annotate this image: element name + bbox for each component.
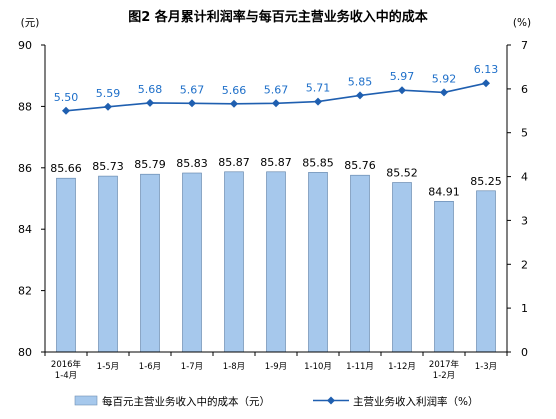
line-data-label: 5.67 bbox=[264, 83, 289, 96]
line-data-label: 5.85 bbox=[348, 75, 373, 88]
bar-data-label: 85.87 bbox=[260, 156, 292, 169]
right-axis-unit: (%) bbox=[513, 17, 531, 29]
x-tick-label: 1-3月 bbox=[475, 362, 497, 372]
right-tick-label: 7 bbox=[521, 39, 528, 52]
bar-data-label: 85.52 bbox=[386, 167, 418, 180]
bar bbox=[308, 172, 328, 353]
legend-line-label: 主营业务收入利润率（%） bbox=[353, 395, 478, 408]
right-tick-label: 5 bbox=[521, 127, 528, 140]
line-data-labels: 5.50 5.59 5.68 5.67 5.66 5.67 5.71 5.85 5.97 5.92… bbox=[54, 63, 499, 104]
bar-data-label: 85.85 bbox=[302, 156, 334, 169]
x-tick-label: 1-10月 bbox=[304, 362, 332, 372]
line-data-label: 5.50 bbox=[54, 91, 79, 104]
bar bbox=[350, 174, 370, 353]
x-tick-label: 2016年 1-4月 bbox=[51, 359, 82, 381]
right-axis-ticks: 0 1 2 3 4 5 6 7 bbox=[507, 39, 528, 359]
bar bbox=[224, 171, 244, 353]
left-tick-label: 88 bbox=[18, 100, 32, 113]
axes bbox=[44, 45, 508, 356]
left-tick-label: 86 bbox=[18, 162, 32, 175]
right-tick-label: 3 bbox=[521, 214, 528, 227]
bar bbox=[392, 182, 412, 353]
legend: 每百元主营业务收入中的成本（元） 主营业务收入利润率（%） bbox=[74, 395, 478, 408]
right-tick-label: 1 bbox=[521, 302, 528, 315]
left-tick-label: 82 bbox=[18, 285, 32, 298]
x-tick-label: 1-6月 bbox=[139, 362, 161, 372]
legend-line-marker bbox=[327, 396, 335, 405]
legend-bar-swatch bbox=[74, 395, 98, 406]
left-tick-label: 84 bbox=[18, 223, 32, 236]
line-data-label: 5.67 bbox=[180, 83, 205, 96]
x-tick-label: 1-11月 bbox=[346, 362, 374, 372]
x-tick-label: 1-12月 bbox=[388, 362, 416, 372]
bar bbox=[476, 190, 496, 353]
bar bbox=[434, 201, 454, 353]
bar bbox=[56, 177, 76, 353]
line-point bbox=[104, 102, 112, 111]
bar bbox=[140, 173, 160, 353]
left-tick-label: 90 bbox=[18, 39, 32, 52]
line-data-label: 5.66 bbox=[222, 84, 247, 97]
chart-title: 图2 各月累计利润率与每百元主营业务收入中的成本 bbox=[128, 9, 428, 25]
x-tick-label: 1-5月 bbox=[97, 362, 119, 372]
bar bbox=[266, 171, 286, 353]
line-point bbox=[146, 98, 154, 107]
x-tick-label: 1-8月 bbox=[223, 362, 245, 372]
bar-data-labels: 85.66 85.73 85.79 85.83 85.87 85.87 85.85 85.76… bbox=[50, 156, 502, 199]
legend-bar-label: 每百元主营业务收入中的成本（元） bbox=[102, 395, 270, 408]
bar-data-label: 85.79 bbox=[134, 158, 166, 171]
line-data-label: 5.97 bbox=[390, 70, 415, 83]
x-axis-labels: 2016年 1-4月 1-5月 1-6月 1-7月 1-8月 1-9月 1-10月 1-11月 1… bbox=[51, 359, 497, 381]
bar-series bbox=[56, 171, 496, 353]
left-tick-label: 80 bbox=[18, 346, 32, 359]
line-point bbox=[482, 79, 490, 88]
line-point bbox=[440, 88, 448, 97]
right-tick-label: 4 bbox=[521, 171, 528, 184]
line-point bbox=[230, 99, 238, 108]
line-point bbox=[398, 86, 406, 95]
right-tick-label: 2 bbox=[521, 258, 528, 271]
line-data-label: 6.13 bbox=[474, 63, 499, 76]
line-series bbox=[62, 79, 490, 115]
bar bbox=[98, 175, 118, 353]
bar-data-label: 85.25 bbox=[470, 175, 502, 188]
bar-data-label: 84.91 bbox=[428, 185, 460, 198]
line-data-label: 5.92 bbox=[432, 72, 457, 85]
left-axis-ticks: 80 82 84 86 88 90 bbox=[18, 39, 45, 359]
left-axis-unit: (元) bbox=[21, 17, 40, 29]
bar-data-label: 85.73 bbox=[92, 160, 124, 173]
bar bbox=[182, 172, 202, 353]
line-point bbox=[356, 91, 364, 100]
line-data-label: 5.59 bbox=[96, 87, 121, 100]
x-tick-label: 2017年 1-2月 bbox=[429, 359, 460, 381]
line-point bbox=[188, 99, 196, 108]
bar-data-label: 85.66 bbox=[50, 162, 82, 175]
right-tick-label: 6 bbox=[521, 83, 528, 96]
right-tick-label: 0 bbox=[521, 346, 528, 359]
bar-data-label: 85.83 bbox=[176, 157, 208, 170]
line-data-label: 5.68 bbox=[138, 83, 163, 96]
line-data-label: 5.71 bbox=[306, 82, 331, 95]
line-point bbox=[62, 106, 70, 115]
line-point bbox=[314, 97, 322, 106]
x-tick-label: 1-7月 bbox=[181, 362, 203, 372]
line-point bbox=[272, 99, 280, 108]
bar-data-label: 85.87 bbox=[218, 156, 250, 169]
bar-data-label: 85.76 bbox=[344, 159, 376, 172]
x-tick-label: 1-9月 bbox=[265, 362, 287, 372]
